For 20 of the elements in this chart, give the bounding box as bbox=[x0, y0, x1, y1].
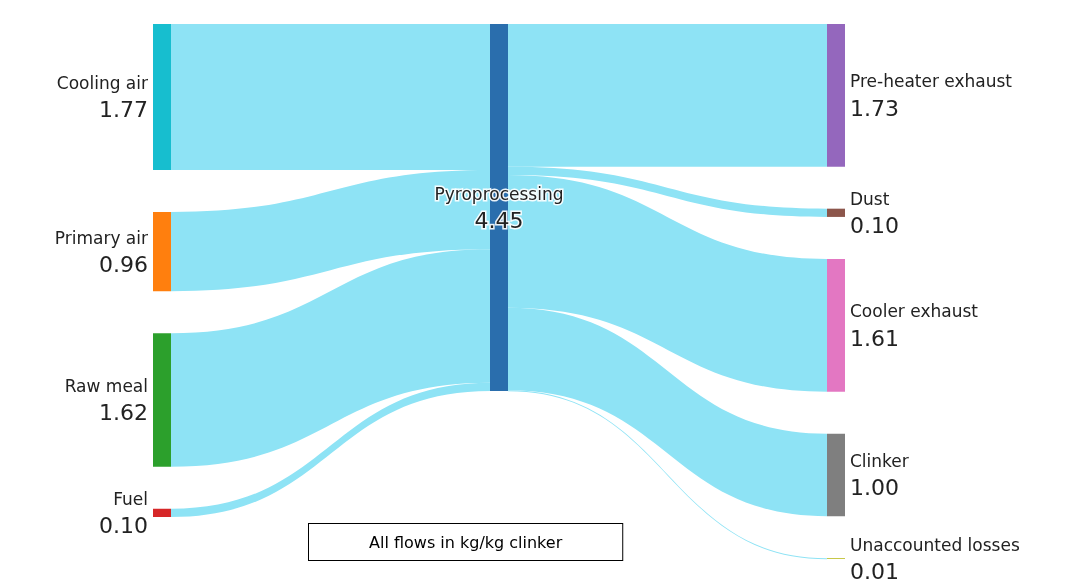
data-label: 0.01 bbox=[850, 559, 899, 585]
category-label: Pyroprocessing bbox=[434, 183, 564, 204]
data-label: 1.61 bbox=[850, 325, 899, 351]
category-label: Fuel bbox=[113, 488, 148, 509]
data-label: 1.73 bbox=[850, 95, 899, 121]
data-label: 1.00 bbox=[850, 475, 899, 501]
category-label: Dust bbox=[850, 188, 890, 209]
category-label: Pre-heater exhaust bbox=[850, 71, 1013, 92]
data-label: 1.62 bbox=[99, 400, 148, 426]
category-label: Clinker bbox=[850, 450, 909, 471]
data-label: 0.10 bbox=[850, 213, 899, 239]
data-label: 1.77 bbox=[99, 97, 148, 123]
category-label: Primary air bbox=[54, 227, 148, 248]
text: All flows in kg/kg clinker bbox=[369, 532, 563, 552]
data-label: 0.10 bbox=[99, 513, 148, 539]
category-label: Raw meal bbox=[64, 375, 148, 396]
category-label: Cooling air bbox=[56, 72, 149, 93]
data-label: 0.96 bbox=[99, 252, 148, 278]
category-label: Cooler exhaust bbox=[850, 301, 979, 322]
category-label: Unaccounted losses bbox=[850, 534, 1020, 555]
